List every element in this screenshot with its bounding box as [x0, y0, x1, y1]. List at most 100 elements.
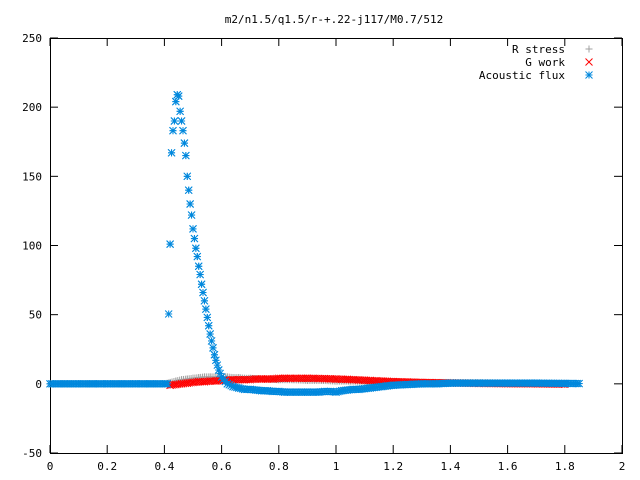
data-point-interp: [189, 225, 197, 233]
data-point-interp: [196, 270, 205, 279]
x-axis: 0 0.2 0.4 0.6 0.8 1 1.2 1.4 1.6 1.8 2: [47, 38, 626, 473]
data-point-interp: [229, 375, 237, 384]
data-point-interp: [170, 117, 179, 125]
data-point-interp: [294, 374, 302, 383]
legend-marker: [585, 45, 593, 53]
data-point-interp: [307, 374, 316, 383]
x-tick-label: 0.6: [212, 460, 232, 473]
data-point-interp: [292, 374, 300, 383]
data-point-interp: [177, 117, 186, 125]
y-tick-label: 250: [22, 32, 42, 45]
data-point-interp: [171, 97, 180, 106]
data-point-interp: [240, 375, 249, 384]
x-tick-label: 0.8: [269, 460, 289, 473]
data-point-interp: [209, 344, 217, 352]
data-point-interp: [213, 361, 222, 370]
x-tick-label: 1.2: [383, 460, 403, 473]
x-tick-label: 0: [47, 460, 54, 473]
data-point-interp: [313, 374, 321, 383]
data-point-interp: [176, 107, 184, 116]
data-point-interp: [261, 375, 270, 383]
data-point-interp: [290, 374, 298, 383]
data-point-interp: [212, 356, 220, 365]
data-point-interp: [166, 240, 174, 248]
data-point-interp: [297, 374, 306, 383]
data-point-interp: [274, 374, 283, 383]
data-point-interp: [318, 374, 327, 383]
y-tick-label: 0: [35, 378, 42, 391]
data-point-interp: [314, 374, 323, 383]
legend-marker: [585, 58, 593, 66]
data-point-interp: [167, 148, 176, 157]
legend-label: G work: [525, 56, 565, 69]
data-point-interp: [202, 305, 210, 313]
data-point-interp: [199, 288, 207, 297]
data-point-interp: [255, 375, 264, 383]
data-point-interp: [174, 92, 183, 100]
data-point-interp: [286, 374, 295, 383]
data-point-interp: [232, 375, 241, 384]
x-tick-label: 0.2: [97, 460, 117, 473]
legend-label: R stress: [512, 43, 565, 56]
x-tick-label: 1.8: [555, 460, 575, 473]
data-point-interp: [183, 172, 192, 181]
data-point-interp: [206, 330, 215, 338]
data-point-interp: [210, 350, 219, 359]
data-point-interp: [337, 375, 346, 384]
data-point-interp: [163, 379, 172, 388]
data-point-interp: [265, 375, 274, 383]
data-point-interp: [305, 374, 314, 383]
data-point-interp: [238, 375, 247, 384]
data-point-interp: [193, 252, 202, 261]
data-point-interp: [328, 375, 337, 383]
y-tick-label: -50: [22, 447, 42, 460]
data-point-interp: [207, 337, 216, 345]
data-point-interp: [339, 375, 348, 384]
data-point-interp: [278, 374, 287, 383]
data-point-interp: [282, 374, 291, 383]
data-point-interp: [180, 139, 189, 147]
series-acoustic-flux: [46, 90, 583, 396]
x-tick-label: 0.4: [154, 460, 174, 473]
data-point-interp: [169, 126, 177, 135]
data-point-interp: [276, 374, 285, 383]
chart-title: m2/n1.5/q1.5/r-+.22-j117/M0.7/512: [225, 13, 444, 26]
data-point-interp: [341, 375, 350, 384]
y-tick-label: 50: [29, 309, 42, 322]
x-tick-label: 1: [333, 460, 340, 473]
legend-label: Acoustic flux: [479, 69, 565, 82]
x-tick-label: 2: [619, 460, 626, 473]
data-series: [46, 90, 583, 396]
data-point-interp: [200, 296, 209, 305]
data-point-interp: [330, 375, 338, 383]
data-point-interp: [203, 313, 212, 322]
legend-marker: [585, 71, 593, 79]
data-point-interp: [184, 186, 193, 195]
data-point-interp: [208, 377, 216, 385]
data-point-interp: [197, 280, 206, 289]
data-point-interp: [236, 375, 245, 384]
data-point-interp: [324, 374, 333, 383]
data-point-interp: [194, 377, 203, 386]
data-point-interp: [164, 310, 173, 318]
data-point-interp: [575, 379, 583, 388]
data-point-interp: [280, 374, 289, 383]
x-tick-label: 1.4: [440, 460, 460, 473]
data-point-interp: [299, 374, 308, 383]
data-point-interp: [335, 375, 344, 384]
data-point-interp: [196, 377, 205, 386]
y-axis: -50 0 50 100 150 200 250: [22, 32, 622, 460]
data-point-interp: [192, 244, 200, 253]
data-point-interp: [257, 375, 266, 383]
y-tick-label: 150: [22, 170, 42, 183]
data-point-interp: [206, 377, 215, 385]
data-point-interp: [253, 375, 262, 383]
data-point-interp: [252, 375, 260, 383]
data-point-interp: [234, 375, 243, 384]
data-point-interp: [316, 374, 325, 383]
data-point-interp: [187, 211, 196, 219]
data-point-interp: [303, 374, 312, 383]
data-point-interp: [263, 375, 272, 383]
y-tick-label: 100: [22, 240, 42, 253]
